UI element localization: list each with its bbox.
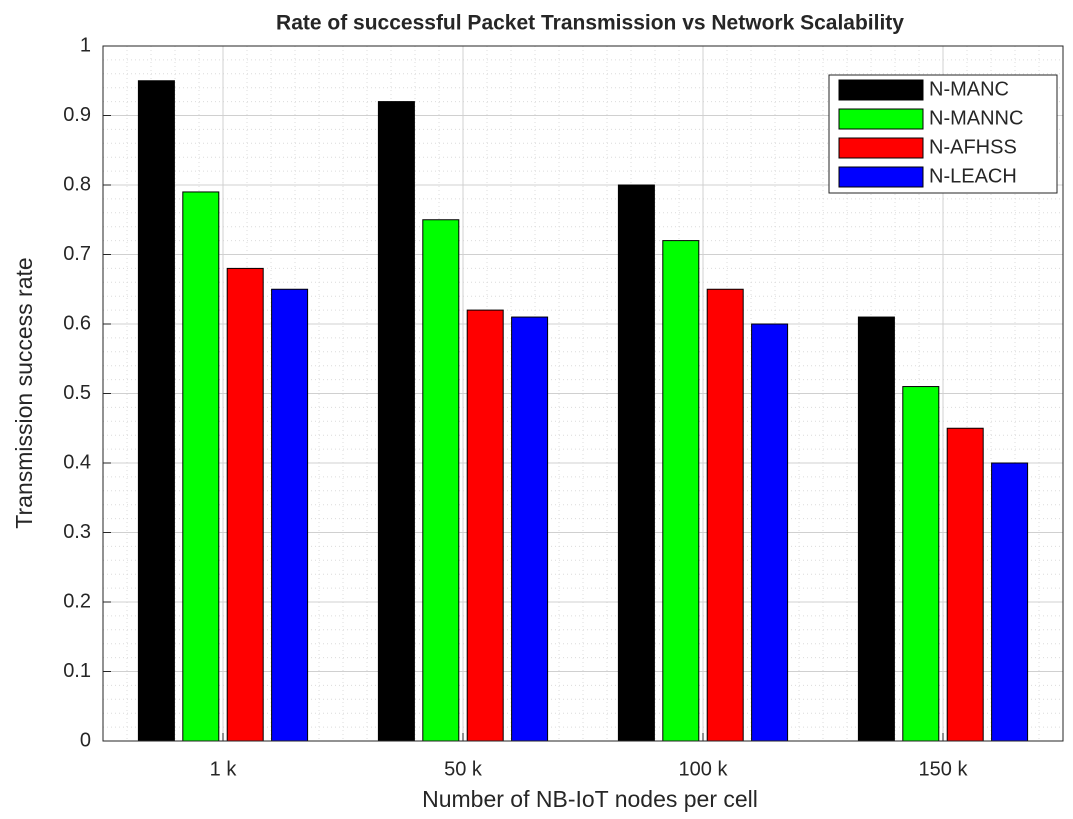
- y-tick-label: 0.4: [63, 451, 91, 473]
- legend-swatch: [838, 108, 924, 130]
- bar: [377, 101, 415, 742]
- x-tick-label: 50 k: [444, 758, 483, 780]
- bar: [422, 219, 460, 742]
- y-tick-label: 0.7: [63, 243, 91, 265]
- bar: [946, 427, 984, 742]
- bar: [706, 288, 744, 742]
- y-axis-label: Transmission success rate: [11, 257, 37, 528]
- bar: [511, 316, 549, 742]
- bar: [226, 267, 264, 742]
- bar: [182, 191, 220, 742]
- legend-swatch: [838, 79, 924, 101]
- y-tick-label: 0: [80, 729, 91, 751]
- chart-title: Rate of successful Packet Transmission v…: [276, 12, 904, 35]
- y-tick-label: 0.6: [63, 312, 91, 334]
- x-axis-label: Number of NB-IoT nodes per cell: [422, 786, 758, 812]
- bar: [271, 288, 309, 742]
- legend-swatch: [838, 137, 924, 159]
- y-tick-label: 0.8: [63, 173, 91, 195]
- x-tick-label: 150 k: [919, 758, 969, 780]
- legend-label: N-MANC: [929, 78, 1009, 100]
- bar: [902, 386, 940, 742]
- y-tick-label: 0.3: [63, 521, 91, 543]
- bar: [751, 323, 789, 742]
- legend-label: N-AFHSS: [929, 136, 1017, 158]
- legend-swatch: [838, 166, 924, 188]
- y-tick-label: 0.2: [63, 590, 91, 612]
- y-tick-label: 0.5: [63, 382, 91, 404]
- bar: [857, 316, 895, 742]
- axes-box: [102, 45, 1064, 742]
- legend-label: N-MANNC: [929, 107, 1023, 129]
- bar: [137, 80, 175, 742]
- x-tick-label: 100 k: [679, 758, 729, 780]
- y-tick-label: 0.1: [63, 660, 91, 682]
- y-tick-label: 1: [80, 34, 91, 56]
- bar: [991, 462, 1029, 742]
- legend-label: N-LEACH: [929, 165, 1017, 187]
- bar: [662, 240, 700, 742]
- y-tick-label: 0.9: [63, 104, 91, 126]
- bar: [617, 184, 655, 742]
- bar: [466, 309, 504, 742]
- x-tick-label: 1 k: [210, 758, 238, 780]
